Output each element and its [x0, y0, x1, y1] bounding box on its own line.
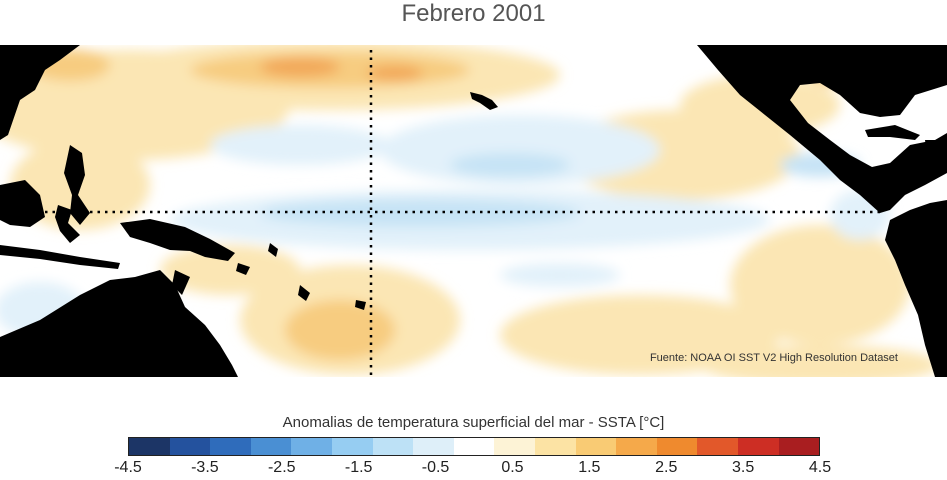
- land-small-isl-2: [268, 243, 278, 257]
- colorbar-swatch: [494, 438, 535, 455]
- land-small-isl-1: [236, 263, 250, 275]
- land-asia-north: [0, 45, 80, 140]
- colorbar-swatch: [534, 438, 576, 455]
- colorbar-tick-label: 4.5: [808, 459, 832, 476]
- colorbar-swatch: [778, 438, 820, 455]
- land-new-guinea: [120, 219, 235, 261]
- anomaly-field: [0, 45, 940, 377]
- colorbar-swatch: [129, 438, 170, 455]
- colorbar-ticks: -4.5 -3.5 -2.5 -1.5 -0.5 0.5 1.5 2.5 3.5 4.5: [114, 459, 831, 479]
- colorbar-tick-label: -4.5: [114, 459, 142, 476]
- land-sulawesi: [55, 205, 80, 243]
- colorbar-swatch: [737, 438, 779, 455]
- colorbar-swatch: [331, 438, 373, 455]
- colorbar-tick-label: 2.5: [655, 459, 678, 476]
- land-borneo: [0, 180, 45, 227]
- colorbar-swatch: [453, 438, 495, 455]
- land-hispaniola: [925, 140, 942, 147]
- colorbar-tick-label: -2.5: [267, 459, 296, 476]
- map-title: Febrero 2001: [401, 0, 546, 27]
- colorbar-swatch: [210, 438, 251, 455]
- colorbar-swatch: [697, 438, 738, 455]
- colorbar-swatch: [616, 438, 657, 455]
- sst-anomaly-map: Fuente: NOAA OI SST V2 High Resolution D…: [0, 45, 947, 377]
- land-new-caledonia: [298, 285, 310, 301]
- colorbar-swatch: [575, 438, 617, 455]
- colorbar-title: Anomalias de temperatura superficial del…: [282, 414, 665, 431]
- colorbar-swatch: [372, 438, 414, 455]
- colorbar-swatch: [656, 438, 698, 455]
- land-japan: [45, 45, 70, 57]
- land-south-america: [885, 200, 947, 377]
- colorbar-tick-label: 0.5: [501, 459, 524, 476]
- source-credit: Fuente: NOAA OI SST V2 High Resolution D…: [650, 352, 898, 364]
- colorbar-tick-label: -3.5: [191, 459, 219, 476]
- land-tasmania-cape: [172, 270, 190, 295]
- land-hawaii: [470, 92, 498, 110]
- colorbar-swatch: [169, 438, 211, 455]
- colorbar-swatch: [250, 438, 292, 455]
- colorbar-tick-label: 1.5: [578, 459, 601, 476]
- colorbar: [128, 437, 820, 456]
- land-philippines: [64, 145, 90, 225]
- colorbar-swatch: [291, 438, 332, 455]
- colorbar-tick-label: -0.5: [421, 459, 450, 476]
- land-cuba: [865, 125, 920, 140]
- land-masses: [0, 45, 947, 377]
- colorbar-tick-label: 3.5: [731, 459, 755, 476]
- colorbar-tick-label: -1.5: [344, 459, 373, 476]
- land-australia: [0, 270, 238, 377]
- colorbar-swatch: [413, 438, 454, 455]
- land-north-america: [697, 45, 947, 213]
- land-java: [0, 245, 120, 269]
- land-fiji: [355, 300, 366, 310]
